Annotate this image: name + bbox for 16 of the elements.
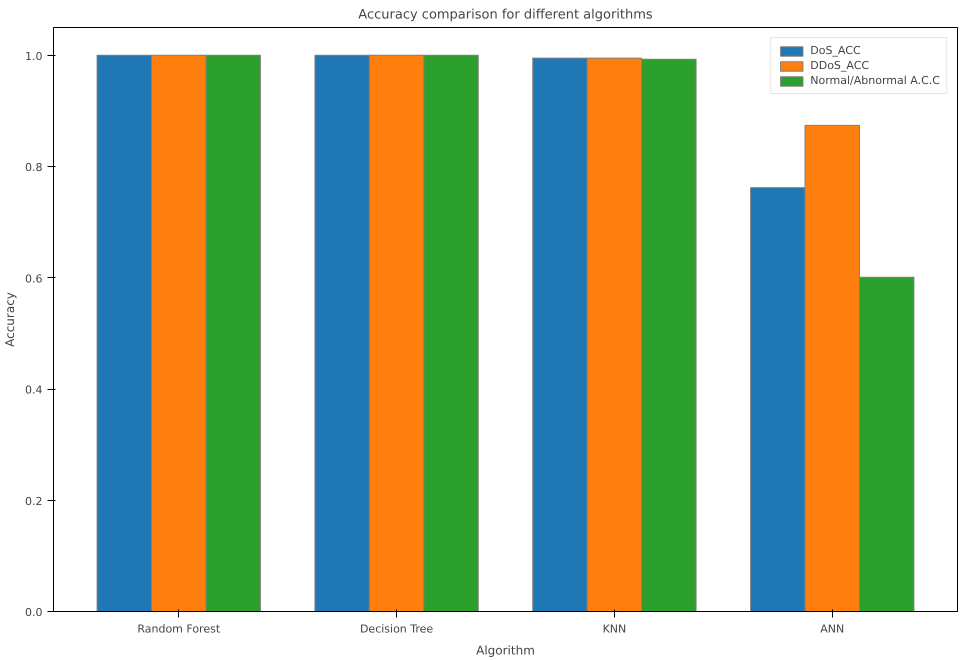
y-tick-label: 0.8 <box>25 161 43 174</box>
y-tick-label: 1.0 <box>25 50 43 63</box>
legend-label: Normal/Abnormal A.C.C <box>810 74 940 87</box>
x-tick-label: KNN <box>602 622 626 636</box>
legend-label: DoS_ACC <box>810 44 861 57</box>
y-tick-label: 0.2 <box>25 494 43 508</box>
y-axis-title: Accuracy <box>3 292 18 347</box>
chart-title: Accuracy comparison for different algorithms <box>358 8 653 22</box>
x-tick-label: Random Forest <box>137 622 221 636</box>
y-tick-label: 0.6 <box>25 272 43 286</box>
x-tick-label: ANN <box>820 622 844 636</box>
y-tick-label: 0.0 <box>25 606 43 619</box>
legend-label: DDoS_ACC <box>810 59 870 72</box>
x-axis-title: Algorithm <box>476 644 535 658</box>
y-tick-label: 0.4 <box>25 384 43 397</box>
x-tick-label: Decision Tree <box>360 622 434 636</box>
